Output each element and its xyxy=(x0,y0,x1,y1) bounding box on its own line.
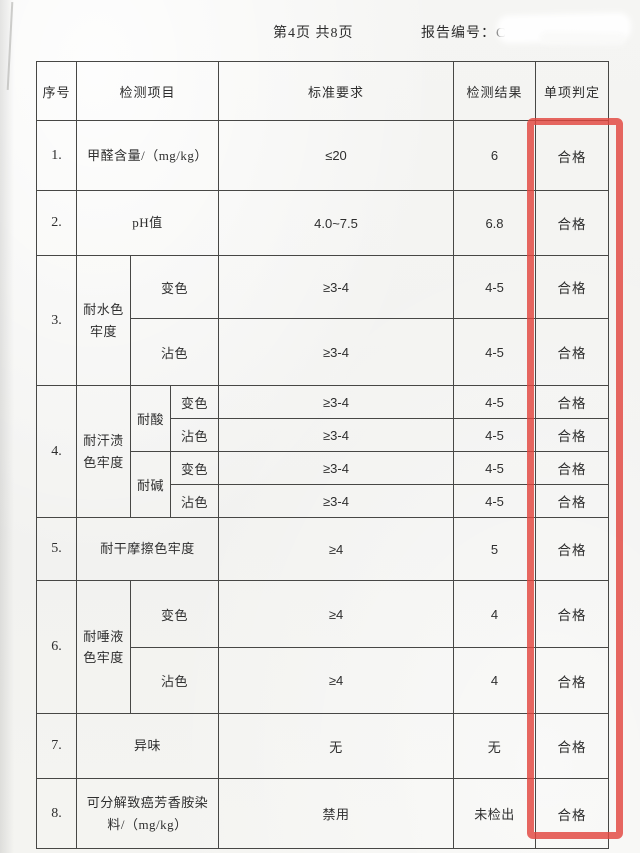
verdict-value: 合格 xyxy=(535,484,609,518)
test-item: 可分解致癌芳香胺染 料/（mg/kg） xyxy=(76,778,219,849)
standard-value: 4.0~7.5 xyxy=(218,190,454,256)
standard-value: ≥3-4 xyxy=(218,385,454,419)
result-value: 4 xyxy=(453,647,536,714)
row-number: 3. xyxy=(36,255,77,386)
test-results-table: 序号 检测项目 标准要求 检测结果 单项判定 1. 甲醛含量/（mg/kg） ≤… xyxy=(36,61,609,849)
col-header-standard: 标准要求 xyxy=(218,61,454,121)
standard-value: ≥4 xyxy=(218,647,454,714)
result-value: 5 xyxy=(453,517,536,581)
verdict-value: 合格 xyxy=(535,713,609,779)
standard-value: 无 xyxy=(218,713,454,779)
col-header-item: 检测项目 xyxy=(76,61,219,121)
result-value: 无 xyxy=(453,713,536,779)
result-value: 4-5 xyxy=(453,255,536,319)
verdict-value: 合格 xyxy=(535,385,609,419)
row-number: 6. xyxy=(36,580,77,714)
sub-item-label: 变色 xyxy=(130,255,219,319)
col-header-verdict: 单项判定 xyxy=(535,61,609,121)
result-value: 4-5 xyxy=(453,484,536,518)
col-header-no: 序号 xyxy=(36,61,77,121)
verdict-value: 合格 xyxy=(535,647,609,714)
standard-value: 禁用 xyxy=(218,778,454,849)
test-item: 甲醛含量/（mg/kg） xyxy=(76,120,219,191)
group-label: 耐酸 xyxy=(130,385,171,452)
row-number: 2. xyxy=(36,190,77,256)
result-value: 4 xyxy=(453,580,536,648)
standard-value: ≥4 xyxy=(218,580,454,648)
scan-artifact-line xyxy=(6,2,14,90)
row-number: 7. xyxy=(36,713,77,779)
sub-item-label: 沾色 xyxy=(170,484,219,518)
result-value: 4-5 xyxy=(453,418,536,452)
sub-item-label: 变色 xyxy=(170,451,219,485)
result-value: 未检出 xyxy=(453,778,536,849)
standard-value: ≥3-4 xyxy=(218,484,454,518)
standard-value: ≥3-4 xyxy=(218,318,454,386)
standard-value: ≥4 xyxy=(218,517,454,581)
test-item: 耐汗渍 色牢度 xyxy=(76,385,131,518)
sub-item-label: 沾色 xyxy=(130,318,219,386)
standard-value: ≥3-4 xyxy=(218,451,454,485)
verdict-value: 合格 xyxy=(535,318,609,386)
standard-value: ≥3-4 xyxy=(218,418,454,452)
group-label: 耐碱 xyxy=(130,451,171,518)
test-item: 异味 xyxy=(76,713,219,779)
test-item: 耐干摩擦色牢度 xyxy=(76,517,219,581)
verdict-value: 合格 xyxy=(535,190,609,256)
sub-item-label: 变色 xyxy=(170,385,219,419)
result-value: 4-5 xyxy=(453,451,536,485)
verdict-value: 合格 xyxy=(535,517,609,581)
row-number: 8. xyxy=(36,778,77,849)
redaction-smudge xyxy=(539,31,627,46)
verdict-value: 合格 xyxy=(535,778,609,849)
test-item: 耐水色 牢度 xyxy=(76,255,131,386)
report-number-label: 报告编号：C xyxy=(421,26,507,41)
page-number: 第4页 共8页 xyxy=(273,26,354,41)
result-value: 4-5 xyxy=(453,385,536,419)
test-item: pH值 xyxy=(76,190,219,256)
row-number: 1. xyxy=(36,120,77,191)
row-number: 5. xyxy=(36,517,77,581)
result-value: 6 xyxy=(453,120,536,191)
sub-item-label: 沾色 xyxy=(170,418,219,452)
sub-item-label: 变色 xyxy=(130,580,219,648)
verdict-value: 合格 xyxy=(535,418,609,452)
verdict-value: 合格 xyxy=(535,120,609,191)
sub-item-label: 沾色 xyxy=(130,647,219,714)
test-item: 耐唾液 色牢度 xyxy=(76,580,131,714)
verdict-value: 合格 xyxy=(535,451,609,485)
result-value: 4-5 xyxy=(453,318,536,386)
standard-value: ≥3-4 xyxy=(218,255,454,319)
verdict-value: 合格 xyxy=(535,580,609,648)
row-number: 4. xyxy=(36,385,77,518)
standard-value: ≤20 xyxy=(218,120,454,191)
verdict-value: 合格 xyxy=(535,255,609,319)
result-value: 6.8 xyxy=(453,190,536,256)
col-header-result: 检测结果 xyxy=(453,61,536,121)
